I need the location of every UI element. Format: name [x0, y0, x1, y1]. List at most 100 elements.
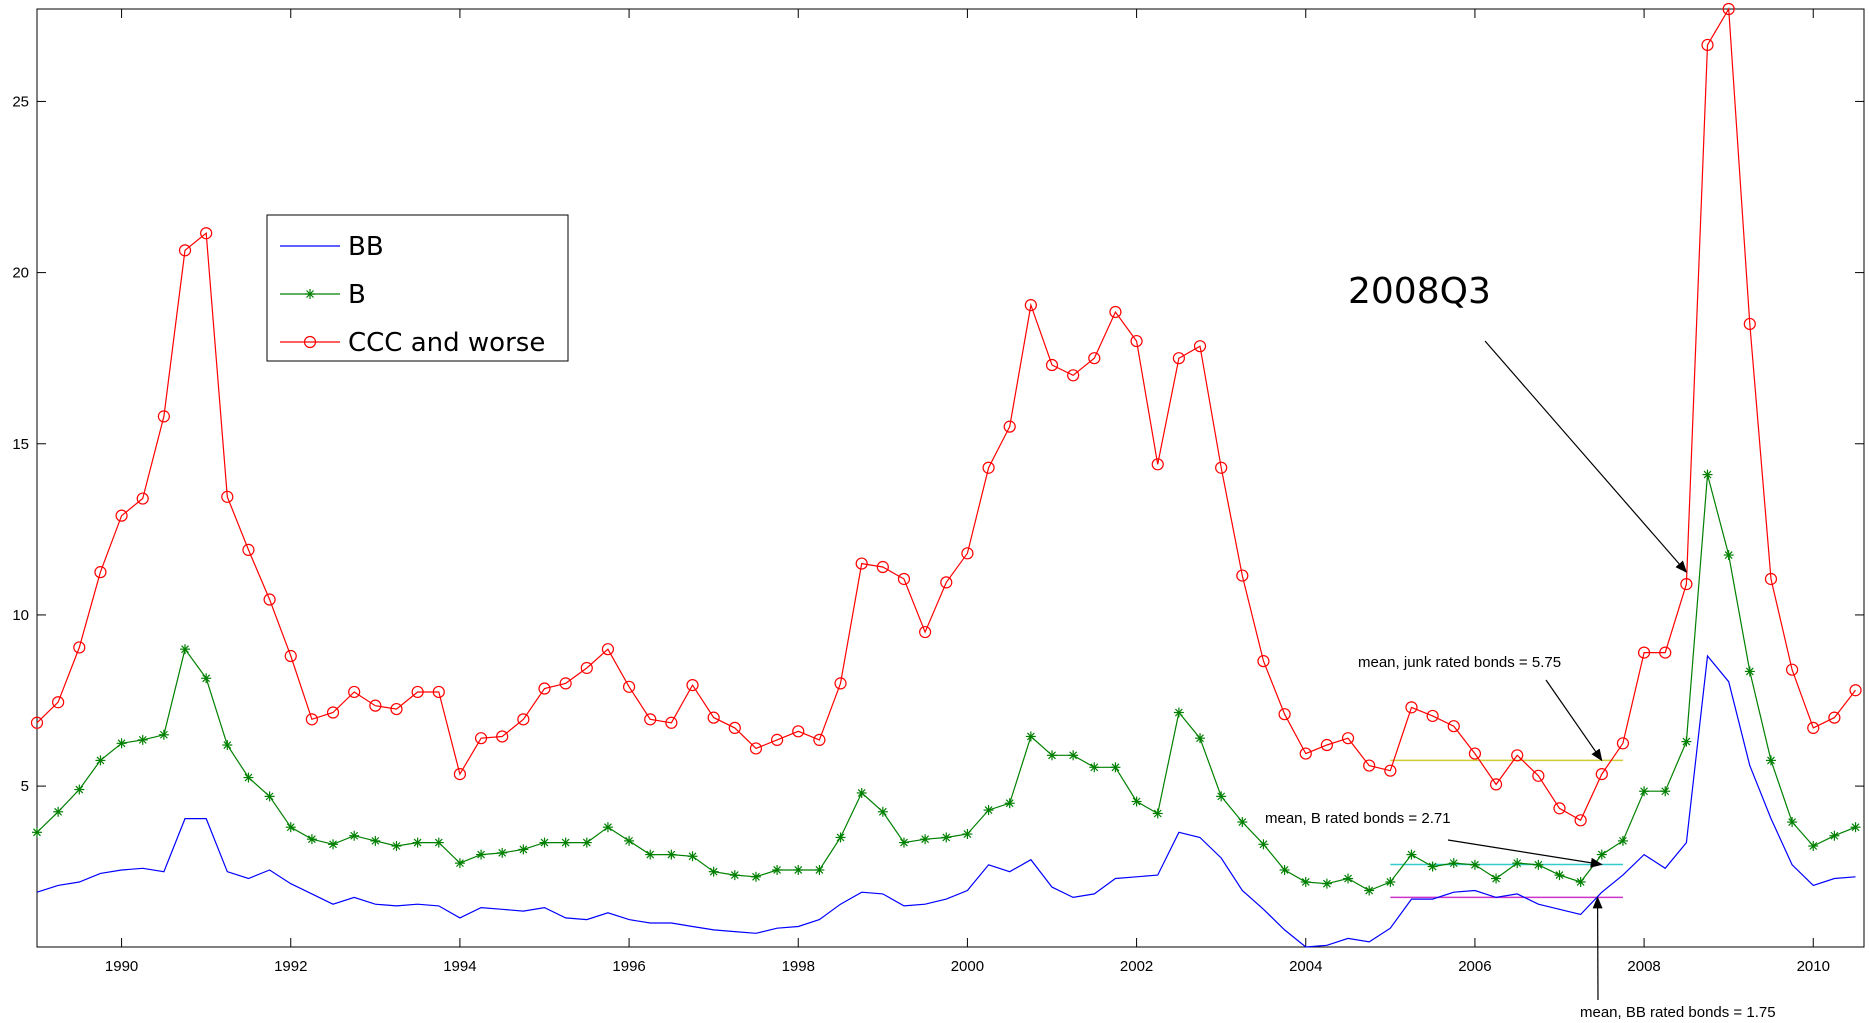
data-point — [1511, 749, 1524, 762]
data-point — [1364, 885, 1375, 896]
data-point — [940, 576, 953, 589]
data-point — [432, 685, 445, 699]
data-point — [560, 837, 571, 848]
legend-marker — [303, 335, 317, 349]
data-point — [793, 864, 804, 875]
data-point — [1617, 835, 1628, 846]
data-point — [52, 696, 65, 709]
data-point — [749, 742, 763, 755]
axis-ticks: 1990 1992 1994 1996 1998 2000 2002 2004 2006 2008… — [12, 9, 1864, 975]
y-tick-label: 10 — [12, 607, 29, 624]
data-point — [1257, 655, 1270, 668]
data-point — [835, 832, 846, 843]
data-point — [32, 827, 42, 838]
data-point — [1723, 550, 1734, 561]
legend-label: CCC and worse — [348, 328, 545, 358]
data-point — [1469, 859, 1480, 870]
data-point — [1385, 876, 1396, 887]
series-lines — [30, 2, 1862, 948]
data-point — [1829, 830, 1840, 841]
data-point — [1468, 747, 1482, 760]
series-line-0 — [36, 654, 1856, 948]
data-point — [1574, 814, 1587, 827]
data-point — [1300, 876, 1311, 887]
data-point — [326, 706, 340, 719]
data-point — [1595, 768, 1608, 781]
data-point — [814, 864, 825, 875]
y-tick-label: 20 — [12, 265, 29, 282]
data-point — [1491, 873, 1502, 884]
data-point — [497, 847, 508, 858]
data-point — [1215, 461, 1228, 474]
annotation-label: mean, B rated bonds = 2.71 — [1265, 810, 1451, 827]
data-point — [1321, 878, 1332, 889]
data-point — [1532, 769, 1545, 782]
data-point — [30, 716, 44, 729]
data-point — [1722, 2, 1735, 16]
data-point — [137, 734, 148, 745]
data-point — [750, 871, 761, 882]
data-point — [813, 733, 826, 746]
annotation-arrow — [1484, 340, 1688, 573]
data-point — [178, 244, 192, 257]
data-point — [454, 858, 465, 869]
data-point — [772, 864, 783, 875]
data-point — [1787, 817, 1798, 828]
data-point — [518, 844, 529, 855]
data-point — [645, 849, 656, 860]
data-point — [1807, 721, 1820, 735]
data-point — [116, 738, 127, 749]
data-point — [433, 837, 444, 848]
data-point — [285, 822, 296, 833]
data-point — [1216, 791, 1227, 802]
data-point — [1744, 666, 1755, 677]
data-point — [1067, 369, 1080, 382]
data-point — [1278, 708, 1291, 721]
data-point — [1258, 839, 1269, 850]
data-point — [1089, 762, 1100, 773]
data-point — [94, 566, 107, 579]
data-point — [1553, 802, 1566, 815]
data-point — [686, 679, 699, 692]
x-tick-label: 1998 — [782, 958, 815, 975]
data-point — [1405, 701, 1418, 714]
data-point — [1003, 420, 1016, 433]
legend-marker — [305, 289, 315, 299]
data-point — [983, 805, 994, 816]
annotation-label: mean, junk rated bonds = 5.75 — [1358, 654, 1561, 671]
data-point — [391, 841, 402, 852]
data-point — [1047, 750, 1057, 761]
data-point — [538, 682, 551, 695]
data-point — [136, 492, 149, 505]
data-point — [1512, 858, 1523, 869]
data-point — [1131, 796, 1142, 807]
data-point — [982, 461, 995, 474]
data-point — [1808, 841, 1819, 852]
data-point — [242, 543, 255, 556]
data-point — [1660, 786, 1671, 797]
data-point — [328, 839, 339, 850]
data-point — [1004, 798, 1015, 809]
data-point — [1343, 873, 1354, 884]
x-tick-label: 2006 — [1458, 958, 1491, 975]
data-point — [1151, 458, 1164, 471]
data-point — [941, 832, 952, 843]
data-point — [877, 806, 888, 817]
data-point — [1448, 858, 1459, 869]
data-point — [305, 713, 318, 726]
data-point — [453, 768, 467, 781]
data-point — [517, 713, 530, 726]
data-point — [1426, 709, 1439, 723]
data-point — [1025, 731, 1036, 742]
data-point — [200, 227, 213, 240]
data-point — [961, 547, 974, 560]
data-point — [390, 702, 403, 716]
x-tick-label: 2004 — [1289, 958, 1322, 975]
data-point — [53, 806, 64, 817]
data-point — [1659, 646, 1672, 659]
data-point — [1575, 876, 1586, 887]
data-point — [666, 849, 677, 860]
data-point — [1237, 817, 1248, 828]
data-point — [221, 490, 234, 503]
